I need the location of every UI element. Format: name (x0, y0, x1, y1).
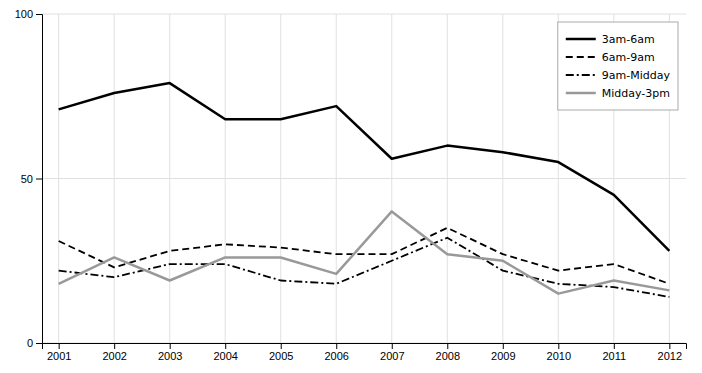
tick-mark (36, 14, 42, 15)
series-line (59, 228, 670, 284)
legend-frame (558, 22, 678, 110)
tick: 0 (27, 337, 42, 349)
tick-mark (281, 343, 282, 349)
legend-item: 3am-6am (566, 33, 655, 46)
tick-mark (59, 343, 60, 349)
x-axis: 2001 2002 2003 2004 2005 2006 2007 2008 2009 2010… (43, 343, 687, 362)
tick: 2009 (491, 343, 515, 362)
legend-swatch (566, 56, 596, 58)
tick-mark (225, 343, 226, 349)
tick-mark (36, 343, 42, 344)
lines (59, 83, 670, 297)
legend: 3am-6am 6am-9am 9am-Midday Midday-3pm (558, 22, 678, 110)
tick: 2011 (602, 343, 626, 362)
tick-mark (36, 179, 42, 180)
tick-label: 2005 (269, 350, 293, 362)
tick-mark (170, 343, 171, 349)
tick-mark (503, 343, 504, 349)
legend-label: 6am-9am (602, 51, 655, 64)
legend-swatch (566, 74, 596, 76)
y-axis: 0 50 100 (15, 8, 43, 349)
legend-item: Midday-3pm (566, 87, 670, 100)
tick-label: 2012 (658, 350, 682, 362)
tick-label: 2011 (602, 350, 626, 362)
tick: 2010 (547, 343, 571, 362)
tick-mark (392, 343, 393, 349)
tick: 2012 (658, 343, 682, 362)
tick-mark (447, 343, 448, 349)
tick: 50 (21, 173, 42, 185)
plot: 2001 2002 2003 2004 2005 2006 2007 2008 2009 2010… (15, 8, 687, 362)
tick-label: 2006 (324, 350, 348, 362)
axis-line (36, 15, 43, 344)
tick-label: 2010 (547, 350, 571, 362)
legend-item: 6am-9am (566, 51, 655, 64)
tick-label: 2003 (158, 350, 182, 362)
tick-label: 2008 (436, 350, 460, 362)
tick-label: 2004 (213, 350, 237, 362)
legend-label: 3am-6am (602, 33, 655, 46)
legend-label: 9am-Midday (602, 69, 671, 82)
tick: 2008 (436, 343, 460, 362)
legend-label: Midday-3pm (602, 87, 670, 100)
legend-swatch (566, 92, 596, 95)
tick: 2004 (213, 343, 237, 362)
tick-mark (114, 343, 115, 349)
tick-label: 2001 (47, 350, 71, 362)
tick-label: 50 (21, 173, 33, 185)
tick-label: 0 (27, 337, 33, 349)
tick-mark (336, 343, 337, 349)
tick-label: 100 (15, 8, 33, 20)
tick: 2001 (47, 343, 71, 362)
tick: 100 (15, 8, 42, 20)
grid-line-y (42, 178, 686, 179)
tick: 2006 (324, 343, 348, 362)
legend-item: 9am-Midday (566, 69, 671, 82)
tick-label: 2009 (491, 350, 515, 362)
tick-mark (614, 343, 615, 349)
grid (42, 14, 686, 343)
tick-mark (669, 343, 670, 349)
tick-mark (558, 343, 559, 349)
tick: 2002 (102, 343, 126, 362)
legend-swatch (566, 38, 596, 41)
chart: 2001 2002 2003 2004 2005 2006 2007 2008 2009 2010… (0, 0, 702, 373)
tick-label: 2002 (102, 350, 126, 362)
tick: 2007 (380, 343, 404, 362)
tick: 2003 (158, 343, 182, 362)
tick-label: 2007 (380, 350, 404, 362)
tick: 2005 (269, 343, 293, 362)
axis-line (43, 344, 687, 350)
series-line (59, 211, 670, 293)
grid-line-y (42, 14, 686, 15)
